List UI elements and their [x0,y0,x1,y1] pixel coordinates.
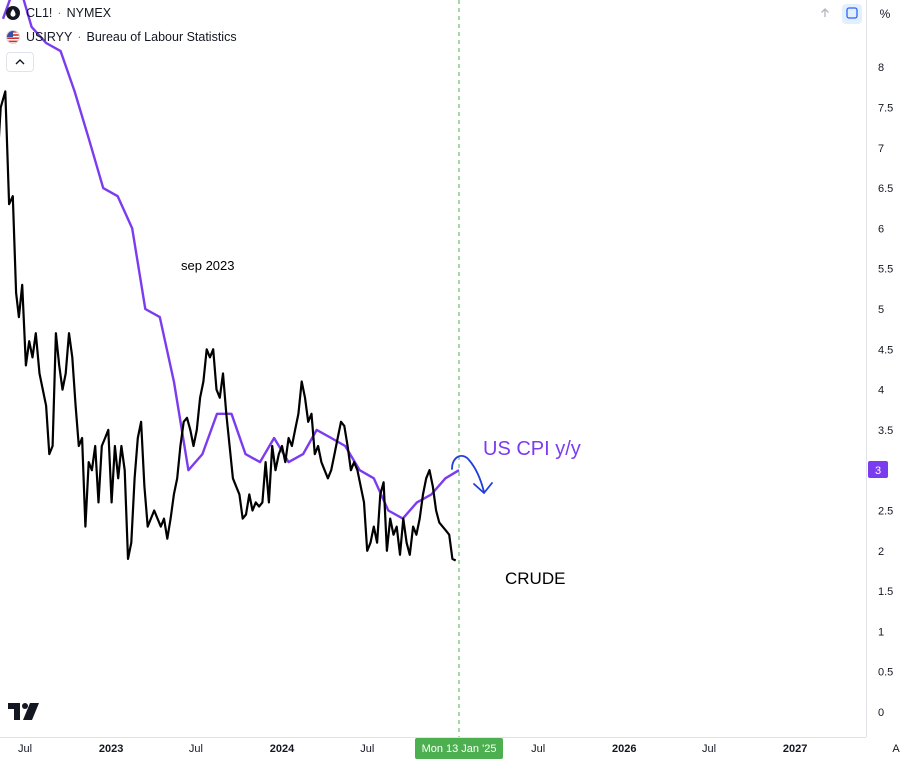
oil-drop-icon [6,6,20,20]
y-tick-label: 7.5 [878,103,893,115]
y-tick-label: 1.5 [878,586,893,598]
arrow-up-icon [819,7,831,22]
us-flag-icon [6,30,20,44]
y-tick-label: 4.5 [878,344,893,356]
sep-2023-annotation: sep 2023 [181,258,235,273]
legend-separator: · [77,30,82,44]
last-value-label: 3 [875,465,881,477]
y-tick-label: 7 [878,143,884,155]
legend-cpi[interactable]: USIRYY · Bureau of Labour Statistics [6,28,237,46]
y-tick-label: 1 [878,626,884,638]
legend-crude[interactable]: CL1! · NYMEX [6,4,111,22]
y-tick-label: 0 [878,707,884,719]
tradingview-logo-icon [8,703,40,726]
auto-scale-button[interactable]: A [892,743,900,755]
x-axis-ticks: Jul 2023 Jul 2024 Jul Jul 2026 Jul 2027 [18,743,807,755]
x-tick-label: Jul [189,743,203,755]
crosshair-date-label: Mon 13 Jan '25 [422,743,497,755]
x-tick-label: Jul [702,743,716,755]
y-axis-ticks: 0 0.5 1 1.5 2 2.5 3 3.5 4 4.5 5 5.5 6 6.5 7 7.5 8 [878,62,893,719]
y-tick-label: 6 [878,223,884,235]
cpi-annotation: US CPI y/y [483,438,581,460]
sync-scale-button[interactable] [842,4,862,24]
arrow-head [473,482,493,494]
scale-mode-percent[interactable]: % [879,7,891,21]
turn-down-arrow [451,455,485,493]
x-tick-label: 2024 [270,743,295,755]
y-tick-label: 2 [878,546,884,558]
series-layer [0,0,460,562]
x-tick-label: 2026 [612,743,636,755]
chevron-up-icon [15,56,25,68]
y-tick-label: 3.5 [878,425,893,437]
scroll-to-top-button[interactable] [815,4,835,24]
x-tick-label: Jul [360,743,374,755]
y-tick-label: 6.5 [878,183,893,195]
y-tick-label: 2.5 [878,506,893,518]
legend-separator: · [57,6,62,20]
x-tick-label: Jul [531,743,545,755]
crude-annotation: CRUDE [505,569,565,588]
x-tick-label: Jul [18,743,32,755]
last-value-badge [868,461,888,478]
y-tick-label: 0.5 [878,667,893,679]
legend-crude-exchange: NYMEX [66,6,112,20]
crude-series-line [0,90,457,562]
legend-crude-symbol: CL1! [26,6,53,20]
y-tick-label: 5.5 [878,264,893,276]
legend-cpi-source: Bureau of Labour Statistics [86,30,237,44]
y-tick-label: 5 [878,304,884,316]
crosshair-date-badge [415,738,503,759]
y-tick-label: 4 [878,385,884,397]
legend-cpi-symbol: USIRYY [26,30,73,44]
sync-icon [845,6,859,23]
legend-collapse-button[interactable] [6,52,34,72]
x-tick-label: 2027 [783,743,807,755]
y-tick-label: 8 [878,62,884,74]
x-tick-label: 2023 [99,743,123,755]
